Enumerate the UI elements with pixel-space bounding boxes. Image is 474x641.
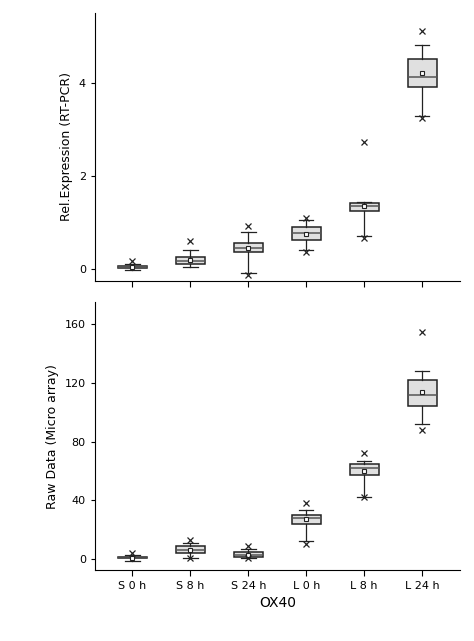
PathPatch shape bbox=[408, 380, 437, 406]
PathPatch shape bbox=[350, 203, 379, 211]
PathPatch shape bbox=[350, 464, 379, 475]
PathPatch shape bbox=[292, 228, 321, 240]
PathPatch shape bbox=[408, 58, 437, 87]
Y-axis label: Rel.Expression (RT-PCR): Rel.Expression (RT-PCR) bbox=[60, 72, 73, 221]
PathPatch shape bbox=[118, 557, 147, 558]
PathPatch shape bbox=[234, 243, 263, 251]
PathPatch shape bbox=[118, 265, 147, 269]
PathPatch shape bbox=[234, 552, 263, 556]
Y-axis label: Raw Data (Micro array): Raw Data (Micro array) bbox=[46, 364, 59, 509]
PathPatch shape bbox=[176, 257, 205, 263]
PathPatch shape bbox=[292, 515, 321, 524]
X-axis label: OX40: OX40 bbox=[259, 597, 296, 610]
PathPatch shape bbox=[176, 546, 205, 553]
